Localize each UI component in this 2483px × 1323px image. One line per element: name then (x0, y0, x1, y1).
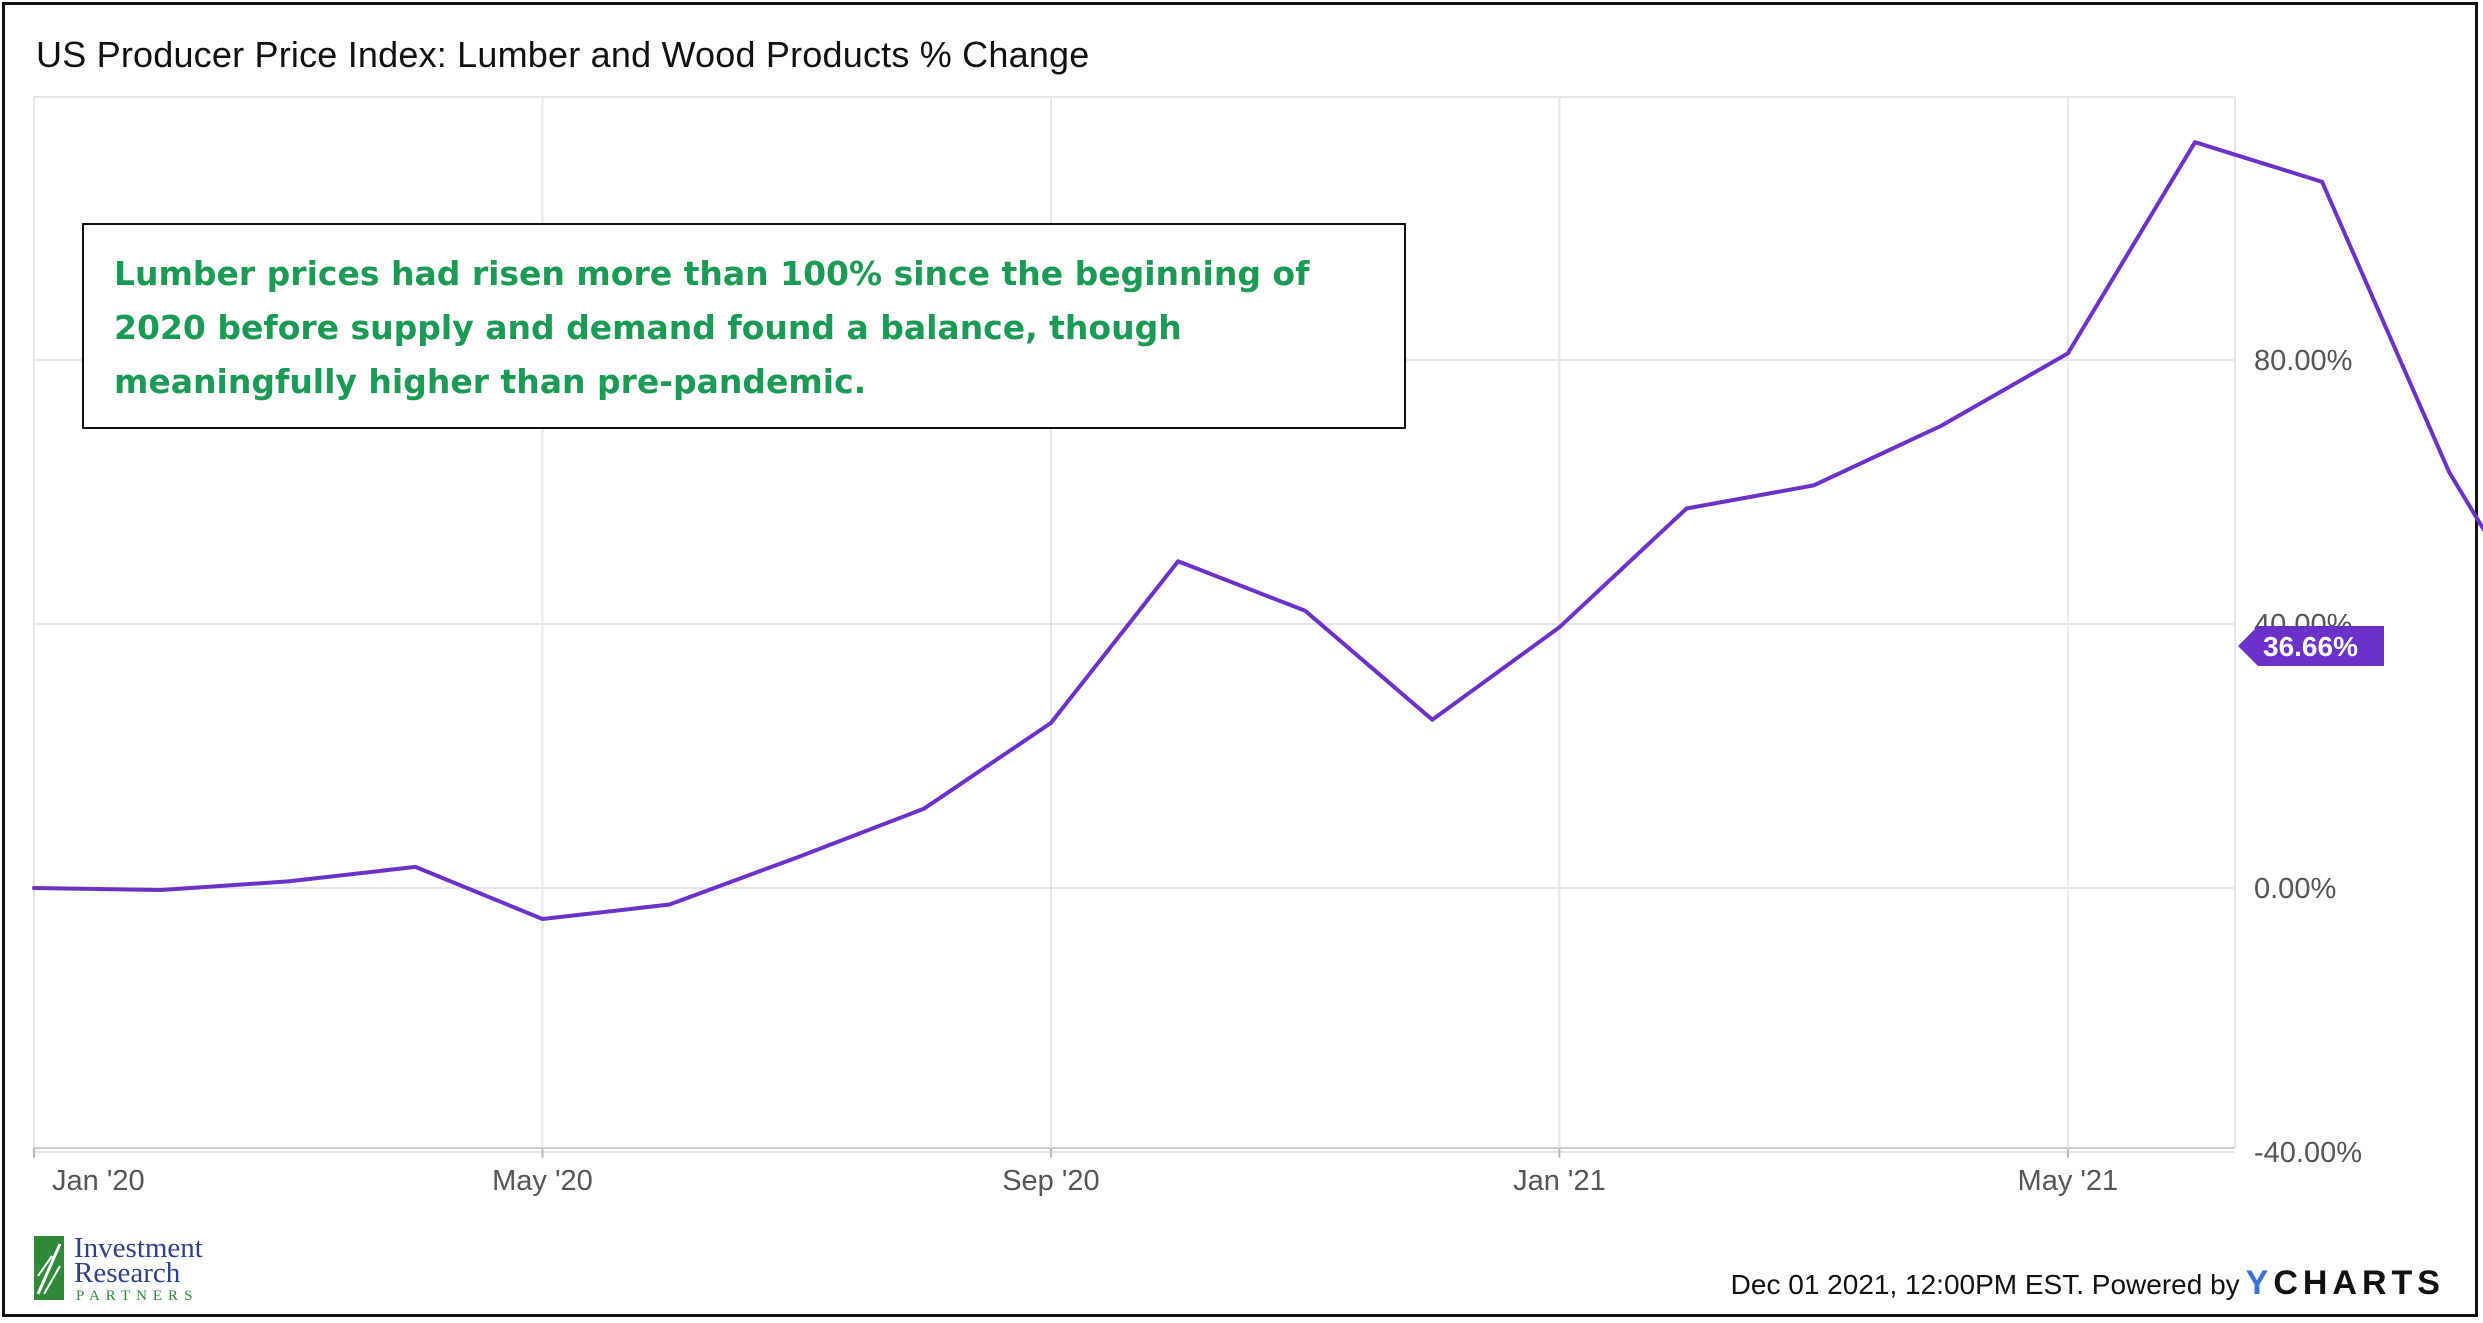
ycharts-logo-y: Y (2245, 1264, 2274, 1302)
x-tick-label: Jan '21 (1513, 1165, 1606, 1197)
series-layer (32, 140, 2483, 921)
ycharts-logo-rest: CHARTS (2273, 1264, 2445, 1302)
y-axis-ticks: 80.00%40.00%0.00%-40.00% (2254, 345, 2362, 1169)
y-tick-label: 0.00% (2254, 873, 2336, 905)
logo-text-line3: PARTNERS (76, 1288, 199, 1304)
x-tick-label: May '20 (492, 1165, 593, 1197)
y-tick-label: 80.00% (2254, 345, 2352, 377)
y-tick-label: -40.00% (2254, 1137, 2362, 1169)
annotation-box: Lumber prices had risen more than 100% s… (82, 223, 1406, 429)
x-tick-label: Sep '20 (1002, 1165, 1099, 1197)
leaf-icon (34, 1236, 64, 1300)
last-value-badge: 36.66% (2238, 626, 2384, 667)
investment-research-partners-logo: Investment Research PARTNERS (34, 1234, 254, 1304)
x-tick-label: Jan '20 (52, 1165, 145, 1197)
footer-credit: Dec 01 2021, 12:00PM EST. Powered by YCH… (1731, 1264, 2445, 1303)
footer-timestamp: Dec 01 2021, 12:00PM EST. Powered by (1730, 1269, 2240, 1300)
ycharts-logo: YCHARTS (2246, 1264, 2445, 1303)
annotation-text: Lumber prices had risen more than 100% s… (114, 254, 1310, 401)
chart-title: US Producer Price Index: Lumber and Wood… (36, 34, 1090, 75)
last-value-badge-shape (2238, 626, 2384, 667)
x-tick-label: May '21 (2018, 1165, 2119, 1197)
logo-text-line2: Research (74, 1257, 181, 1289)
last-value-label: 36.66% (2263, 631, 2358, 662)
logo-text-line1: Investment (74, 1232, 203, 1264)
